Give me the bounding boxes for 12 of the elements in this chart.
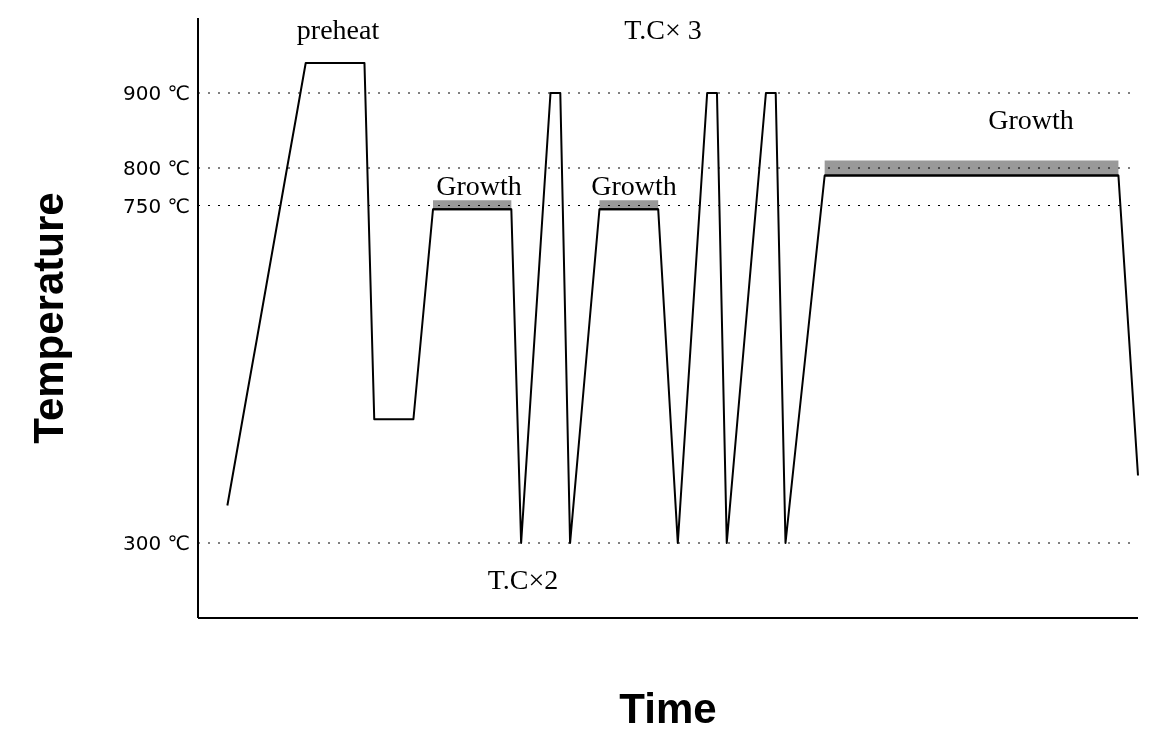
y-tick-label: 300 ℃ (123, 531, 190, 556)
annotation: Growth (591, 170, 677, 202)
y-tick-label: 750 ℃ (123, 193, 190, 218)
x-axis-title: Time (619, 685, 717, 732)
annotation: preheat (296, 14, 380, 46)
annotation: Growth (988, 104, 1074, 136)
annotation: T.C× 3 (624, 14, 702, 46)
y-tick-label: 800 ℃ (123, 156, 190, 181)
annotation: T.C×2 (487, 564, 559, 596)
y-axis-title: Temperature (24, 192, 72, 444)
y-tick-label: 900 ℃ (123, 81, 190, 106)
annotation: Growth (436, 170, 522, 202)
